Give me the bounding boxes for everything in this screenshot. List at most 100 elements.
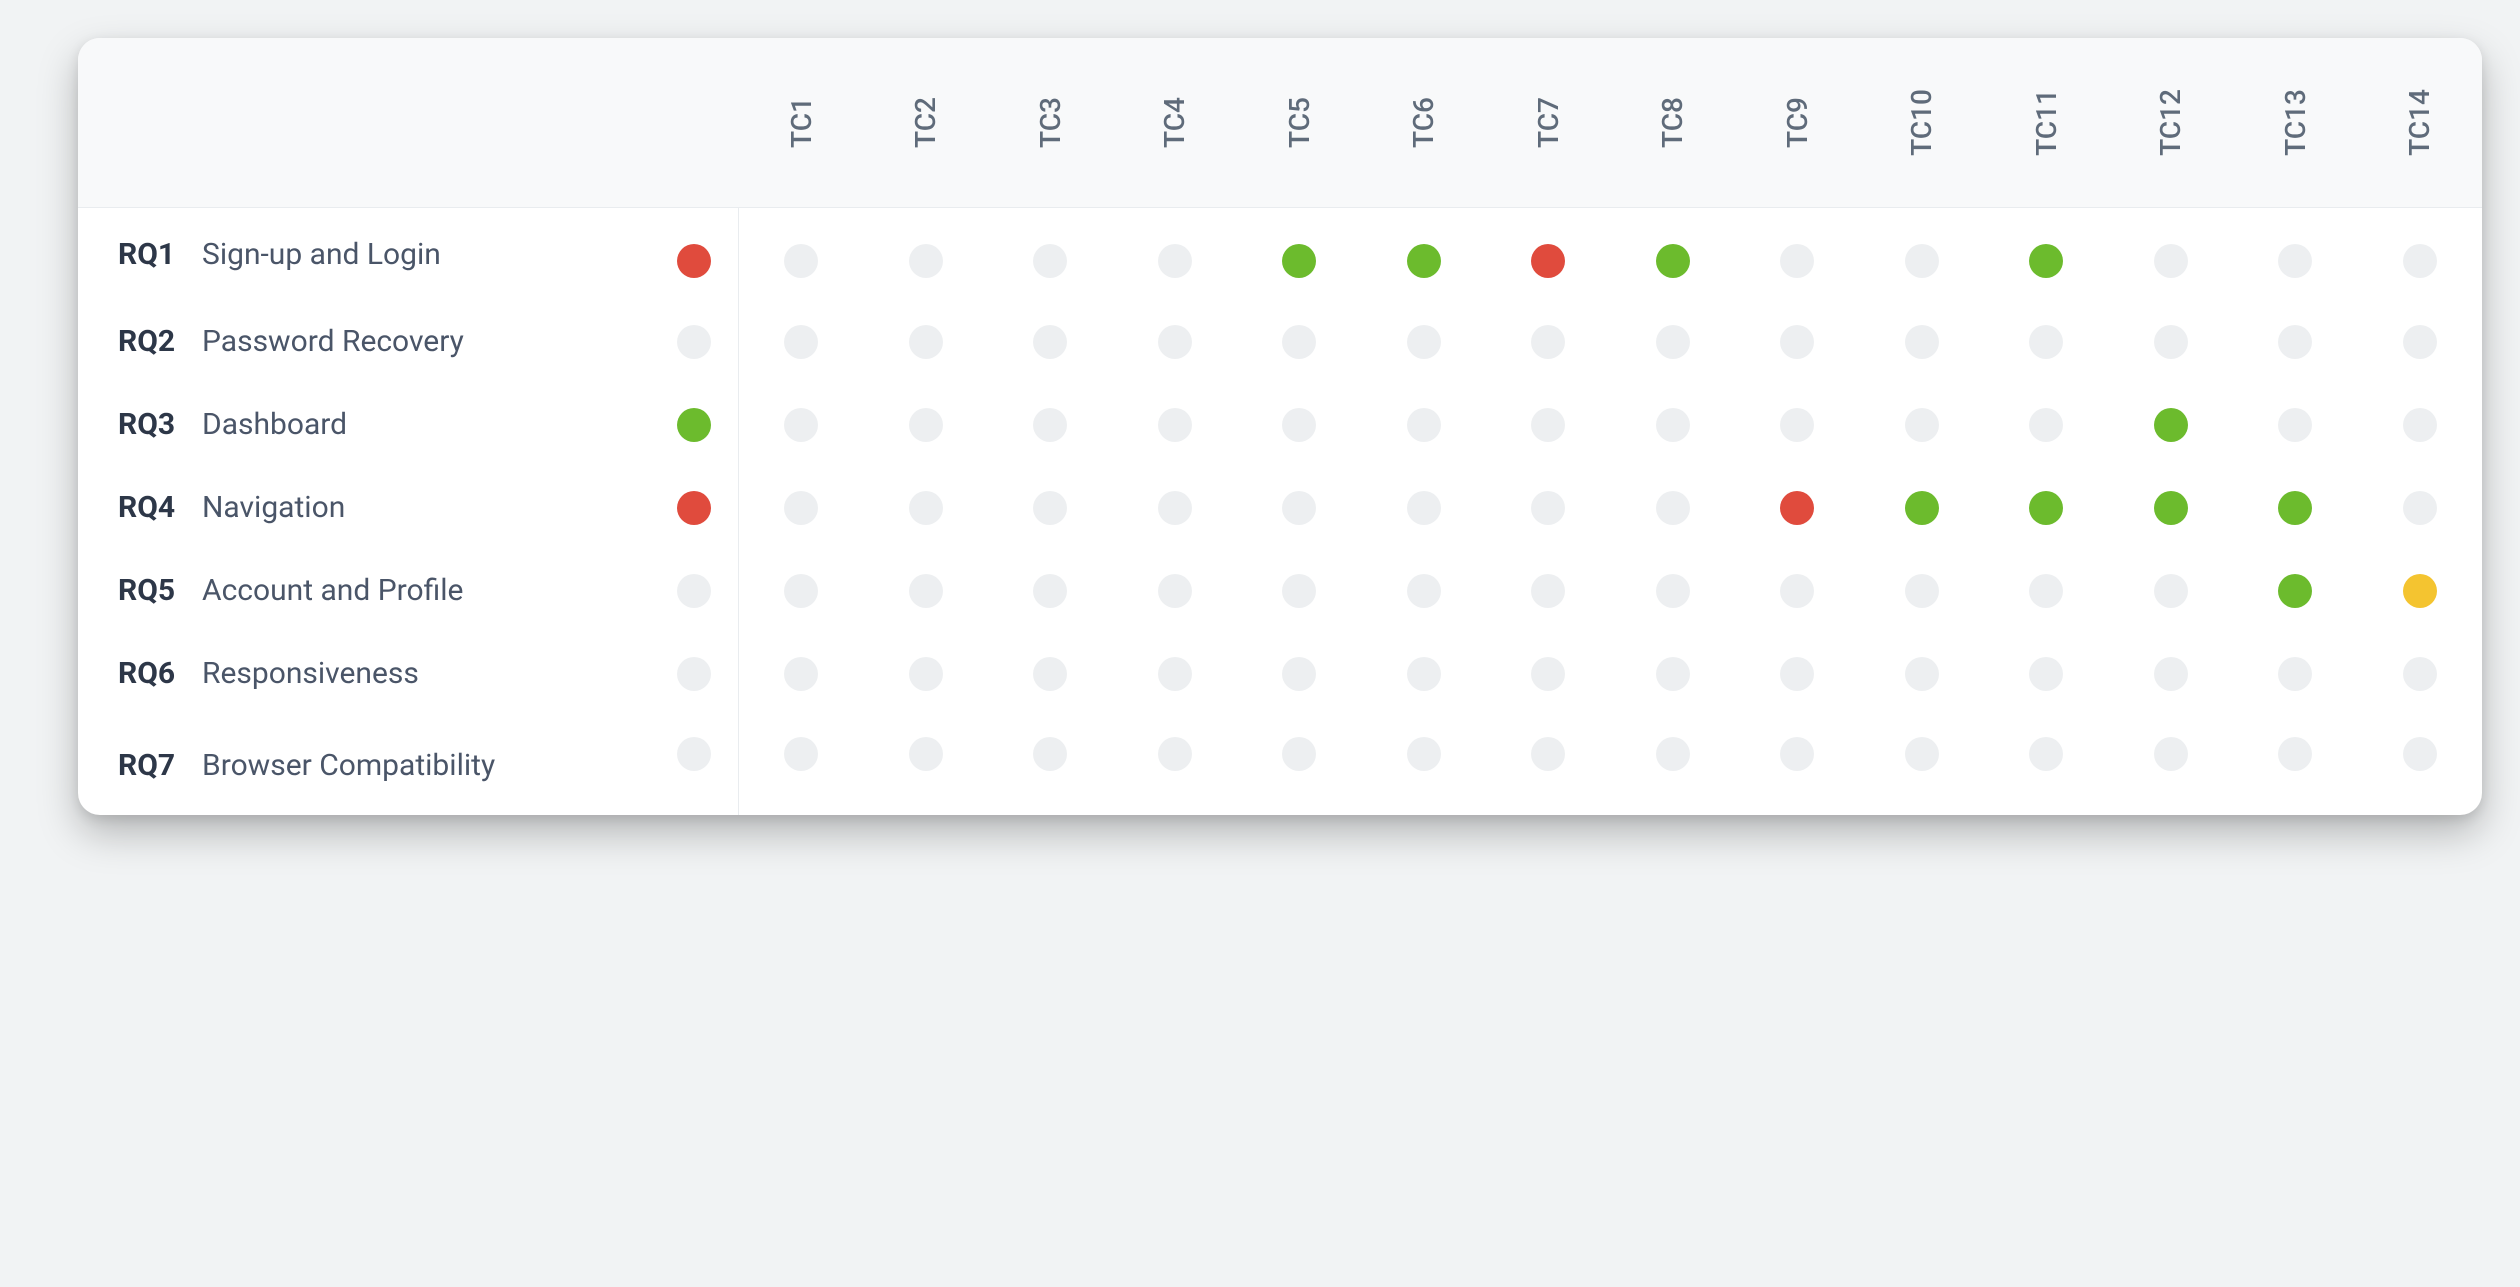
matrix-cell-rq4-tc7[interactable] (1486, 466, 1610, 549)
matrix-cell-rq6-tc6[interactable] (1361, 632, 1485, 715)
column-header-tc6[interactable]: TC6 (1361, 38, 1485, 208)
matrix-cell-rq6-tc13[interactable] (2233, 632, 2357, 715)
matrix-cell-rq1-tc1[interactable] (739, 208, 863, 300)
matrix-cell-rq7-tc9[interactable] (1735, 715, 1859, 815)
matrix-cell-rq5-tc1[interactable] (739, 549, 863, 632)
requirement-cell-rq5[interactable]: RQ5Account and Profile (78, 549, 651, 632)
matrix-cell-rq2-tc9[interactable] (1735, 300, 1859, 383)
matrix-cell-rq4-tc12[interactable] (2108, 466, 2232, 549)
column-header-tc14[interactable]: TC14 (2357, 38, 2482, 208)
matrix-cell-rq2-tc3[interactable] (988, 300, 1112, 383)
column-header-tc11[interactable]: TC11 (1984, 38, 2108, 208)
column-header-tc7[interactable]: TC7 (1486, 38, 1610, 208)
column-header-tc5[interactable]: TC5 (1237, 38, 1361, 208)
column-header-tc10[interactable]: TC10 (1859, 38, 1983, 208)
matrix-cell-rq6-tc2[interactable] (864, 632, 988, 715)
matrix-cell-rq7-tc14[interactable] (2357, 715, 2482, 815)
matrix-cell-rq3-tc8[interactable] (1610, 383, 1734, 466)
column-header-tc13[interactable]: TC13 (2233, 38, 2357, 208)
matrix-cell-rq5-tc10[interactable] (1859, 549, 1983, 632)
matrix-cell-rq1-tc14[interactable] (2357, 208, 2482, 300)
matrix-cell-rq7-tc4[interactable] (1113, 715, 1237, 815)
matrix-cell-rq7-tc5[interactable] (1237, 715, 1361, 815)
column-header-tc12[interactable]: TC12 (2108, 38, 2232, 208)
matrix-cell-rq2-tc1[interactable] (739, 300, 863, 383)
matrix-cell-rq1-tc7[interactable] (1486, 208, 1610, 300)
matrix-cell-rq4-tc11[interactable] (1984, 466, 2108, 549)
matrix-cell-rq3-tc6[interactable] (1361, 383, 1485, 466)
matrix-cell-rq2-tc8[interactable] (1610, 300, 1734, 383)
matrix-cell-rq7-tc8[interactable] (1610, 715, 1734, 815)
matrix-cell-rq6-tc11[interactable] (1984, 632, 2108, 715)
matrix-cell-rq3-tc3[interactable] (988, 383, 1112, 466)
matrix-cell-rq4-tc14[interactable] (2357, 466, 2482, 549)
matrix-cell-rq2-tc5[interactable] (1237, 300, 1361, 383)
matrix-cell-rq7-tc6[interactable] (1361, 715, 1485, 815)
matrix-cell-rq1-tc12[interactable] (2108, 208, 2232, 300)
matrix-cell-rq3-tc7[interactable] (1486, 383, 1610, 466)
matrix-cell-rq1-tc6[interactable] (1361, 208, 1485, 300)
matrix-cell-rq3-tc12[interactable] (2108, 383, 2232, 466)
matrix-cell-rq4-tc6[interactable] (1361, 466, 1485, 549)
matrix-cell-rq3-tc9[interactable] (1735, 383, 1859, 466)
matrix-cell-rq6-tc9[interactable] (1735, 632, 1859, 715)
matrix-cell-rq5-tc11[interactable] (1984, 549, 2108, 632)
matrix-cell-rq5-tc4[interactable] (1113, 549, 1237, 632)
matrix-cell-rq6-tc4[interactable] (1113, 632, 1237, 715)
column-header-tc1[interactable]: TC1 (739, 38, 863, 208)
matrix-cell-rq1-tc11[interactable] (1984, 208, 2108, 300)
matrix-cell-rq3-tc4[interactable] (1113, 383, 1237, 466)
column-header-tc3[interactable]: TC3 (988, 38, 1112, 208)
requirement-cell-rq1[interactable]: RQ1Sign-up and Login (78, 208, 651, 300)
matrix-cell-rq3-tc10[interactable] (1859, 383, 1983, 466)
matrix-cell-rq1-tc13[interactable] (2233, 208, 2357, 300)
matrix-cell-rq5-tc3[interactable] (988, 549, 1112, 632)
matrix-cell-rq2-tc4[interactable] (1113, 300, 1237, 383)
matrix-cell-rq1-tc10[interactable] (1859, 208, 1983, 300)
matrix-cell-rq5-tc5[interactable] (1237, 549, 1361, 632)
matrix-cell-rq5-tc14[interactable] (2357, 549, 2482, 632)
matrix-cell-rq6-tc10[interactable] (1859, 632, 1983, 715)
matrix-cell-rq2-tc11[interactable] (1984, 300, 2108, 383)
matrix-cell-rq6-tc7[interactable] (1486, 632, 1610, 715)
matrix-cell-rq4-tc10[interactable] (1859, 466, 1983, 549)
matrix-cell-rq4-tc1[interactable] (739, 466, 863, 549)
matrix-cell-rq7-tc2[interactable] (864, 715, 988, 815)
requirement-cell-rq3[interactable]: RQ3Dashboard (78, 383, 651, 466)
matrix-cell-rq5-tc13[interactable] (2233, 549, 2357, 632)
matrix-cell-rq3-tc1[interactable] (739, 383, 863, 466)
matrix-cell-rq3-tc14[interactable] (2357, 383, 2482, 466)
matrix-cell-rq3-tc11[interactable] (1984, 383, 2108, 466)
matrix-cell-rq6-tc3[interactable] (988, 632, 1112, 715)
matrix-cell-rq6-tc8[interactable] (1610, 632, 1734, 715)
matrix-cell-rq1-tc9[interactable] (1735, 208, 1859, 300)
matrix-cell-rq5-tc2[interactable] (864, 549, 988, 632)
matrix-cell-rq2-tc2[interactable] (864, 300, 988, 383)
requirement-cell-rq2[interactable]: RQ2Password Recovery (78, 300, 651, 383)
matrix-cell-rq6-tc5[interactable] (1237, 632, 1361, 715)
matrix-cell-rq7-tc12[interactable] (2108, 715, 2232, 815)
matrix-cell-rq2-tc6[interactable] (1361, 300, 1485, 383)
column-header-tc9[interactable]: TC9 (1735, 38, 1859, 208)
matrix-cell-rq7-tc10[interactable] (1859, 715, 1983, 815)
matrix-cell-rq2-tc14[interactable] (2357, 300, 2482, 383)
column-header-tc8[interactable]: TC8 (1610, 38, 1734, 208)
matrix-cell-rq5-tc12[interactable] (2108, 549, 2232, 632)
matrix-cell-rq6-tc12[interactable] (2108, 632, 2232, 715)
matrix-cell-rq7-tc13[interactable] (2233, 715, 2357, 815)
matrix-cell-rq4-tc13[interactable] (2233, 466, 2357, 549)
matrix-cell-rq4-tc2[interactable] (864, 466, 988, 549)
matrix-cell-rq5-tc7[interactable] (1486, 549, 1610, 632)
matrix-cell-rq7-tc3[interactable] (988, 715, 1112, 815)
matrix-cell-rq6-tc14[interactable] (2357, 632, 2482, 715)
matrix-cell-rq1-tc2[interactable] (864, 208, 988, 300)
matrix-cell-rq4-tc8[interactable] (1610, 466, 1734, 549)
column-header-tc4[interactable]: TC4 (1113, 38, 1237, 208)
matrix-cell-rq3-tc13[interactable] (2233, 383, 2357, 466)
matrix-cell-rq1-tc4[interactable] (1113, 208, 1237, 300)
matrix-cell-rq3-tc5[interactable] (1237, 383, 1361, 466)
matrix-cell-rq3-tc2[interactable] (864, 383, 988, 466)
matrix-cell-rq2-tc12[interactable] (2108, 300, 2232, 383)
matrix-cell-rq1-tc8[interactable] (1610, 208, 1734, 300)
matrix-cell-rq2-tc10[interactable] (1859, 300, 1983, 383)
